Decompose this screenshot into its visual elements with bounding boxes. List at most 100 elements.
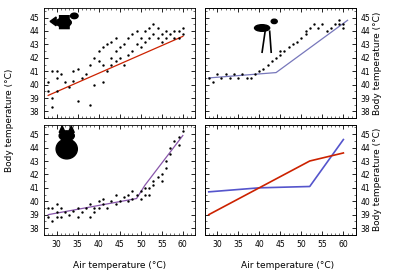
Point xyxy=(214,72,220,76)
Point xyxy=(138,35,144,40)
Point xyxy=(210,80,216,84)
Point xyxy=(45,215,52,219)
Point xyxy=(340,22,346,26)
Point xyxy=(142,192,148,197)
Point xyxy=(206,76,212,80)
Point xyxy=(171,139,178,143)
Point xyxy=(121,195,127,199)
Ellipse shape xyxy=(70,13,78,19)
Point xyxy=(171,29,178,33)
Point xyxy=(100,80,106,84)
Point xyxy=(108,56,114,60)
Polygon shape xyxy=(50,17,56,26)
Point xyxy=(235,76,242,80)
Ellipse shape xyxy=(56,18,71,27)
Point xyxy=(108,40,114,44)
Text: █: █ xyxy=(58,14,69,29)
Point xyxy=(49,69,56,73)
Line: 2 pts: 2 pts xyxy=(270,31,271,52)
Point xyxy=(319,22,326,26)
Point xyxy=(142,40,148,44)
Point xyxy=(315,26,321,31)
Point xyxy=(45,89,52,94)
Point xyxy=(150,22,156,26)
Point xyxy=(176,29,182,33)
Point xyxy=(121,62,127,67)
Point xyxy=(58,215,64,219)
Line: 2 pts: 2 pts xyxy=(262,31,265,52)
Point xyxy=(138,196,144,201)
Text: Body temperature (°C): Body temperature (°C) xyxy=(6,69,14,172)
Point xyxy=(226,76,233,80)
Point xyxy=(167,31,174,36)
Point xyxy=(256,69,262,73)
Point xyxy=(150,179,156,183)
Point xyxy=(264,62,271,67)
Polygon shape xyxy=(59,126,65,132)
Point xyxy=(158,31,165,36)
Point xyxy=(54,89,60,94)
Point xyxy=(336,22,342,26)
Point xyxy=(142,29,148,33)
Point xyxy=(176,135,182,139)
Ellipse shape xyxy=(56,139,77,159)
Point xyxy=(154,175,161,179)
Point xyxy=(180,26,186,31)
Point xyxy=(91,206,98,210)
Point xyxy=(281,49,288,53)
Point xyxy=(332,22,338,26)
Point xyxy=(302,31,309,36)
Point xyxy=(290,42,296,47)
Point xyxy=(239,72,246,76)
Point xyxy=(158,172,165,177)
Point xyxy=(83,206,89,210)
Point xyxy=(133,192,140,197)
Point xyxy=(277,53,284,57)
Point xyxy=(180,129,186,134)
Point xyxy=(218,76,224,80)
Ellipse shape xyxy=(271,19,277,23)
Point xyxy=(112,202,119,206)
Point xyxy=(83,72,89,76)
Point xyxy=(74,215,81,219)
Point xyxy=(104,69,110,73)
Point xyxy=(54,202,60,206)
Point xyxy=(116,56,123,60)
Point xyxy=(112,35,119,40)
Point xyxy=(100,45,106,49)
Point xyxy=(176,35,182,40)
Point xyxy=(340,26,346,31)
Point xyxy=(311,22,317,26)
Ellipse shape xyxy=(254,25,270,31)
Point xyxy=(116,199,123,203)
Point xyxy=(91,82,98,87)
Point xyxy=(54,69,60,73)
Point xyxy=(231,72,237,76)
Point xyxy=(49,96,56,100)
Point xyxy=(87,62,94,67)
Point xyxy=(277,49,284,53)
Text: Air temperature (°C): Air temperature (°C) xyxy=(74,261,166,270)
Point xyxy=(100,202,106,206)
Point xyxy=(260,66,267,71)
Point xyxy=(273,56,279,60)
Point xyxy=(66,85,72,90)
Point xyxy=(138,188,144,193)
Point xyxy=(112,58,119,63)
Point xyxy=(176,143,182,147)
Point xyxy=(70,69,77,73)
Point xyxy=(125,192,131,197)
Point xyxy=(87,103,94,107)
Point xyxy=(116,45,123,49)
Point xyxy=(302,29,309,33)
Point xyxy=(91,210,98,214)
Point xyxy=(323,29,330,33)
Point xyxy=(252,72,258,76)
Point xyxy=(45,80,52,84)
Point xyxy=(96,49,102,53)
Point xyxy=(100,196,106,201)
Point xyxy=(244,76,250,80)
Point xyxy=(108,199,114,203)
Point xyxy=(49,105,56,110)
Point xyxy=(163,29,169,33)
